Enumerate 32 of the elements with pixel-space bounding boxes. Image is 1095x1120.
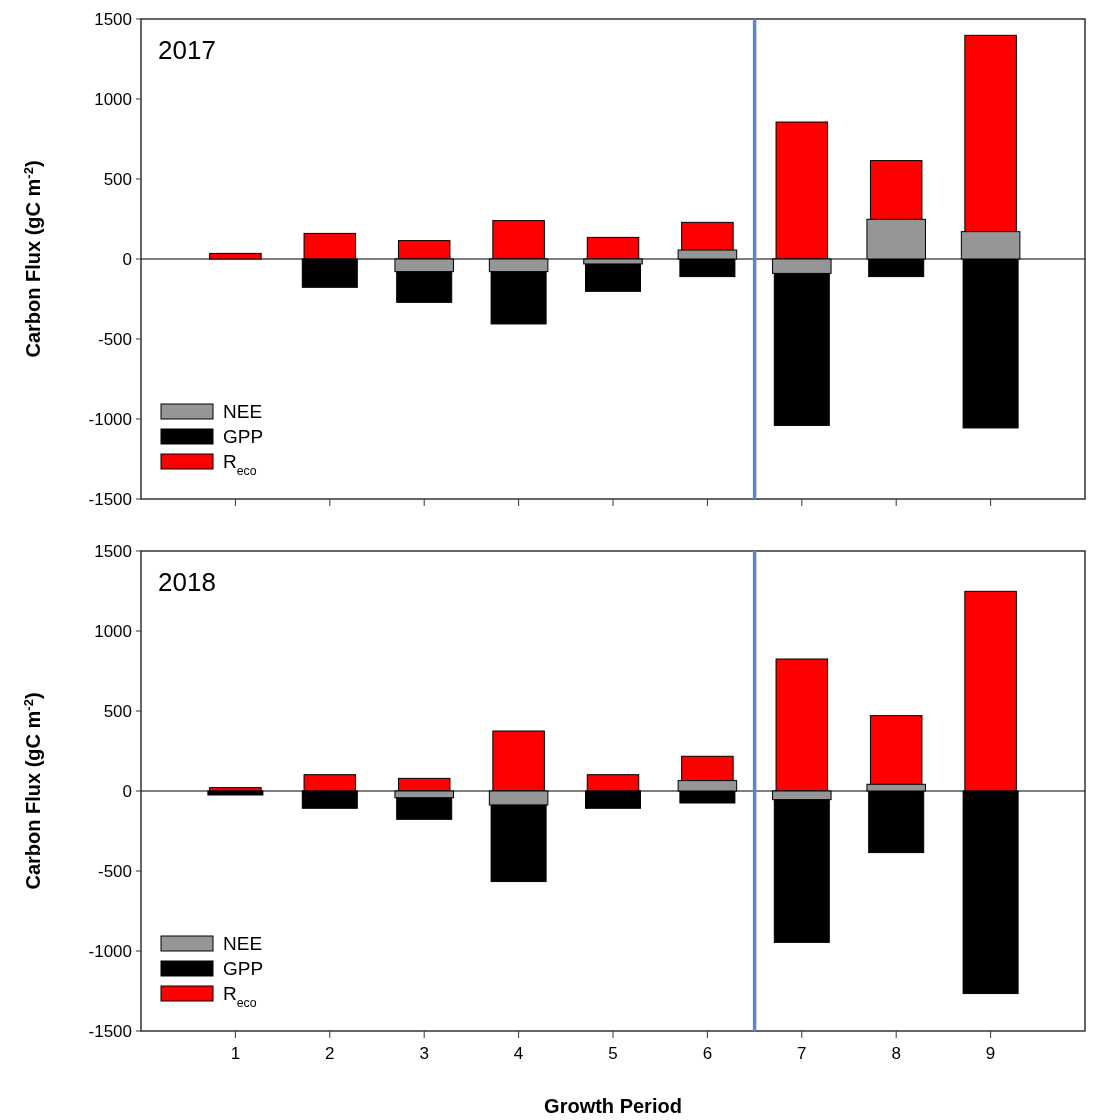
legend-label: NEE	[223, 933, 263, 954]
legend-label: R$_{eco}$	[223, 451, 257, 478]
legend-label: GPP	[223, 958, 264, 979]
legend-label: GPP	[223, 426, 264, 447]
x-tick-label: 7	[797, 1044, 807, 1063]
y-tick-label: 1500	[94, 9, 132, 29]
y-tick-label: -1500	[88, 489, 132, 509]
x-tick-label: 9	[985, 1044, 996, 1063]
y-tick-label: -500	[97, 861, 132, 881]
y-tick-label: -1000	[88, 409, 132, 429]
x-tick-label: 5	[608, 1044, 618, 1063]
x-axis-title: Growth Period	[544, 1095, 682, 1117]
y-tick-label: 1000	[94, 621, 132, 641]
y-tick-label: 0	[122, 781, 132, 801]
y-tick-label: 1000	[94, 89, 132, 109]
y-tick-label: -1000	[88, 941, 132, 961]
y-tick-label: 1500	[94, 541, 132, 561]
legend-label: NEE	[223, 401, 263, 422]
x-tick-label: 6	[702, 1044, 713, 1063]
y-tick-label: -1500	[88, 1021, 132, 1041]
x-tick-label: 2	[325, 1044, 335, 1063]
y-tick-label: -500	[97, 329, 132, 349]
x-tick-label: 4	[513, 1044, 524, 1063]
y-tick-label: 500	[103, 169, 132, 189]
y-tick-label: 0	[122, 249, 132, 269]
text: 2017	[158, 35, 216, 65]
x-tick-label: 3	[419, 1044, 429, 1063]
text: 2018	[158, 567, 216, 597]
x-tick-label: 8	[891, 1044, 901, 1063]
x-tick-label: 1	[230, 1044, 241, 1063]
legend-label: R$_{eco}$	[223, 983, 257, 1010]
y-tick-label: 500	[103, 701, 132, 721]
